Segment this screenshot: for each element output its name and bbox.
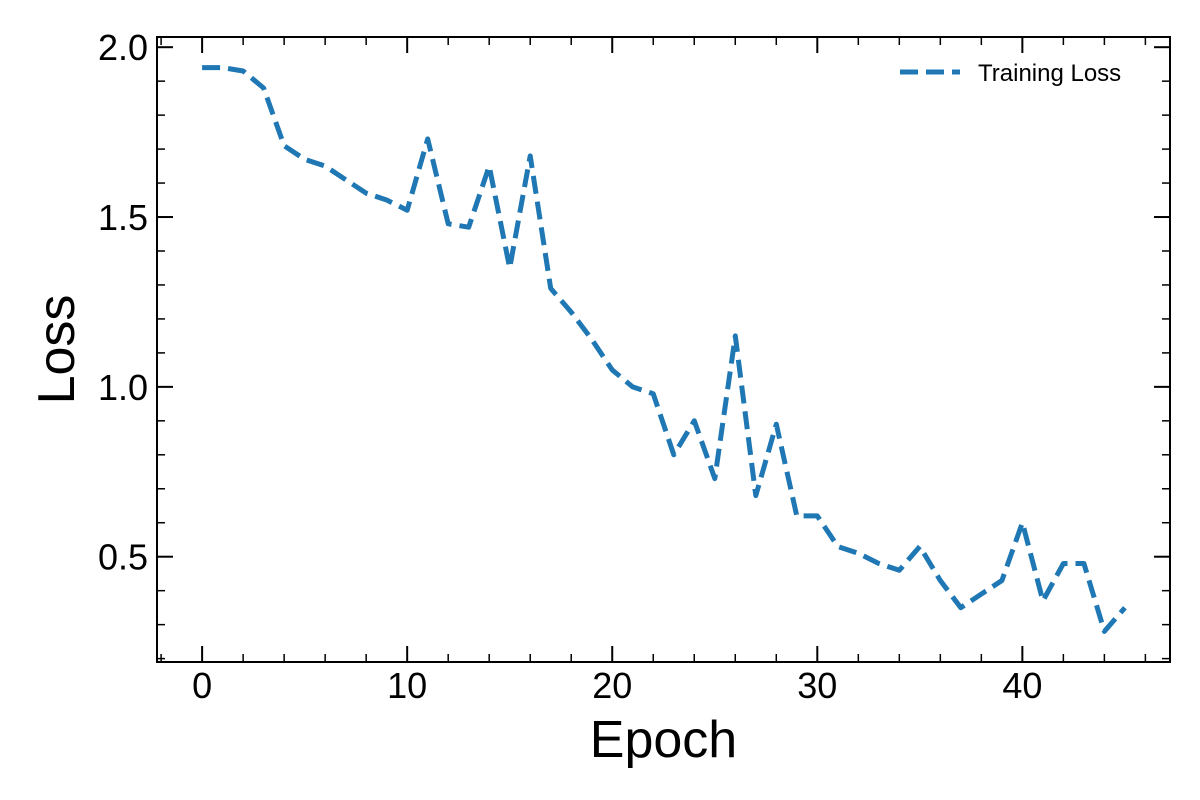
legend: Training Loss bbox=[900, 60, 1121, 87]
ticks-layer bbox=[157, 37, 1170, 662]
y-tick-label: 2.0 bbox=[98, 27, 148, 68]
x-tick-label: 40 bbox=[1002, 665, 1042, 706]
x-tick-label: 0 bbox=[192, 665, 212, 706]
x-tick-label: 10 bbox=[387, 665, 427, 706]
plot-frame bbox=[156, 36, 1171, 663]
x-axis-title: Epoch bbox=[590, 711, 737, 769]
y-axis-title: Loss bbox=[28, 295, 86, 405]
legend-label-training-loss: Training Loss bbox=[978, 60, 1121, 87]
y-tick-label: 0.5 bbox=[98, 537, 148, 578]
x-tick-label: 30 bbox=[797, 665, 837, 706]
series-layer bbox=[202, 65, 1127, 634]
x-tick-label: 20 bbox=[592, 665, 632, 706]
y-tick-label: 1.0 bbox=[98, 367, 148, 408]
series-line-training-loss bbox=[202, 65, 1127, 634]
labels-layer: 0 10 20 30 40 0.5 1.0 1.5 2.0 bbox=[98, 27, 1042, 706]
y-tick-label: 1.5 bbox=[98, 197, 148, 238]
